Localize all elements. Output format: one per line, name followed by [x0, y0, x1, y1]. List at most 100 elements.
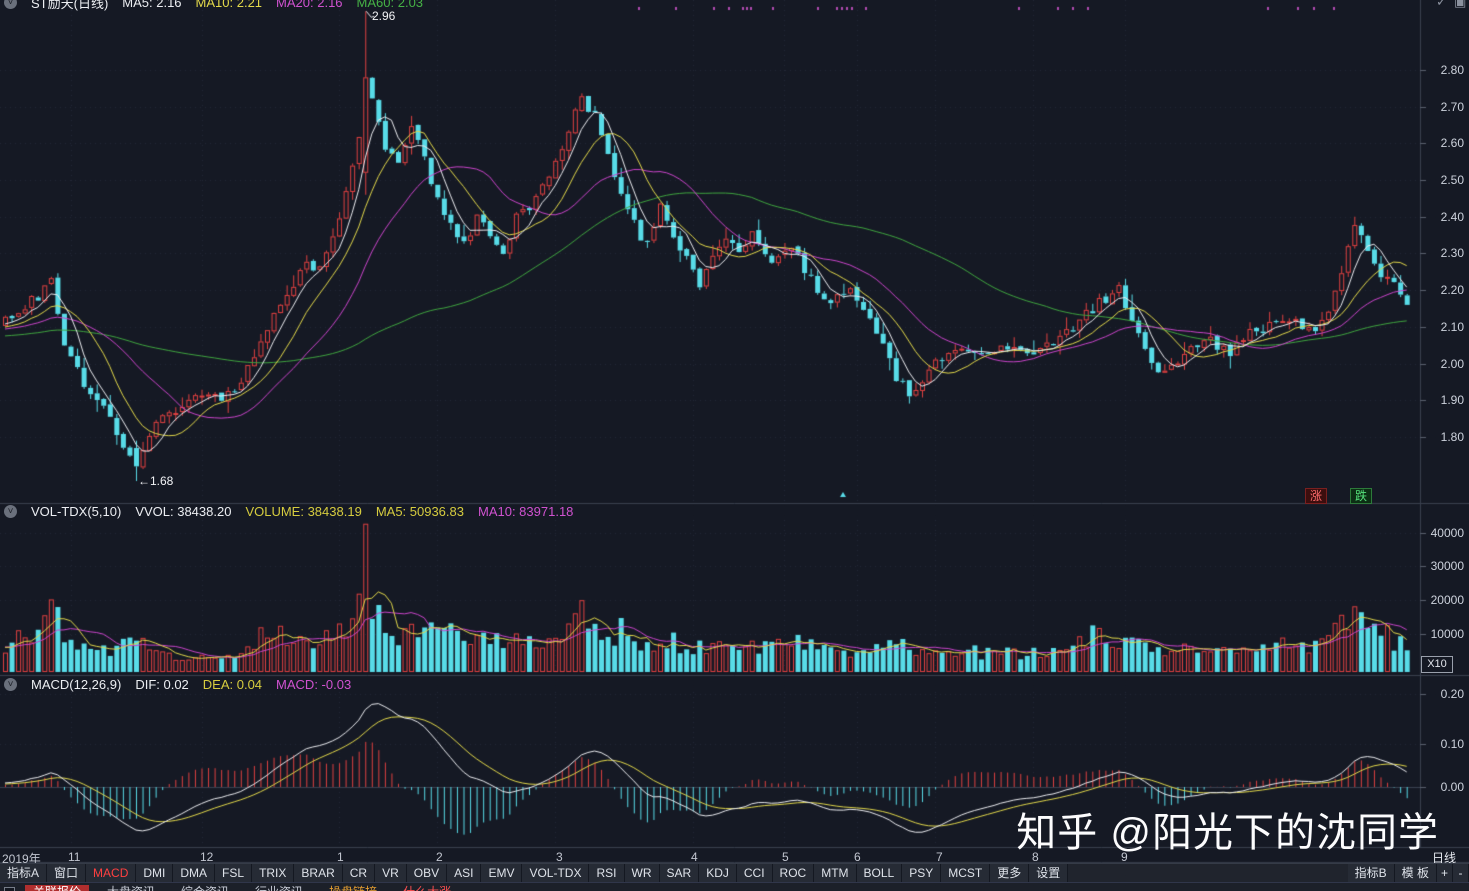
price-axis-tick: 2.10 — [1440, 320, 1464, 334]
macd-header-seg-0: MACD(12,26,9) — [31, 677, 122, 692]
xaxis-label: 6 — [854, 850, 861, 864]
price-axis-tick: 1.90 — [1440, 393, 1464, 407]
watermark-text: 知乎 @阳光下的沈同学 — [1016, 811, 1439, 855]
volume-header-values: VOL-TDX(5,10) VVOL: 38438.20 VOLUME: 38438… — [31, 504, 587, 519]
indicator-button-sar[interactable]: SAR — [659, 864, 700, 883]
price-axis-tick: 2.70 — [1440, 100, 1464, 114]
ma-label-1: MA10: 2.21 — [195, 0, 263, 10]
volume-header-seg-1: VVOL: 38438.20 — [135, 504, 232, 519]
bottom-tab-2[interactable]: 综合资讯 — [173, 885, 237, 891]
indicator-button-psy[interactable]: PSY — [902, 864, 942, 883]
indicator-button-roc[interactable]: ROC — [772, 864, 815, 883]
macd-header-values: MACD(12,26,9) DIF: 0.02 DEA: 0.04 MACD: -0.… — [31, 677, 365, 692]
indicator-button-rsi[interactable]: RSI — [589, 864, 625, 883]
volume-axis-tick: 40000 — [1430, 526, 1464, 540]
toolbar-button-+[interactable]: + — [1437, 864, 1453, 883]
volume-header-seg-3: MA5: 50936.83 — [375, 504, 464, 519]
indicator-button-wr[interactable]: WR — [624, 864, 660, 883]
volume-panel-header: ˅ VOL-TDX(5,10) VVOL: 38438.20 VOLUME: 384… — [4, 504, 587, 519]
xaxis-label: 5 — [782, 850, 789, 864]
macd-panel-header: ˅ MACD(12,26,9) DIF: 0.02 DEA: 0.04 MACD: -… — [4, 677, 365, 692]
indicator-button-emv[interactable]: EMV — [481, 864, 523, 883]
price-axis-tick: 2.50 — [1440, 173, 1464, 187]
xaxis-label: 8 — [1032, 850, 1039, 864]
collapse-macd-icon[interactable]: ˅ — [4, 678, 17, 691]
indicator-button-vr[interactable]: VR — [375, 864, 407, 883]
collapse-panel-icon[interactable]: ˅ — [4, 0, 17, 9]
price-axis-tick: 1.80 — [1440, 430, 1464, 444]
volume-unit-box: X10 — [1421, 656, 1453, 673]
xaxis-label: 3 — [556, 850, 563, 864]
price-axis-tick: 2.00 — [1440, 357, 1464, 371]
titlebar-icon-1[interactable]: ▣ — [1454, 0, 1467, 9]
volume-header-seg-2: VOLUME: 38438.19 — [245, 504, 362, 519]
indicator-button-vol-tdx[interactable]: VOL-TDX — [522, 864, 590, 883]
collapse-volume-icon[interactable]: ˅ — [4, 505, 17, 518]
bottom-checkbox[interactable] — [4, 886, 15, 891]
titlebar-icon-0[interactable]: ✓ — [1436, 0, 1447, 9]
bottom-tab-1[interactable]: 大盘资讯 — [99, 885, 163, 891]
macd-header-seg-1: DIF: 0.02 — [135, 677, 189, 692]
toolbar-right-group: 指标B 模 板 + - — [1347, 864, 1469, 883]
xaxis-label: 2 — [436, 850, 443, 864]
price-axis-tick: 2.60 — [1440, 136, 1464, 150]
indicator-button-trix[interactable]: TRIX — [252, 864, 295, 883]
indicator-button-fsl[interactable]: FSL — [215, 864, 253, 883]
indicator-button-cr[interactable]: CR — [342, 864, 376, 883]
ma-label-2: MA20: 2.16 — [276, 0, 343, 10]
macd-axis-tick: 0.00 — [1440, 780, 1464, 794]
indicator-button-mcst[interactable]: MCST — [941, 864, 991, 883]
volume-axis-tick: 30000 — [1430, 559, 1464, 573]
ma-label-0: MA5: 2.16 — [122, 0, 182, 10]
macd-axis-tick: 0.20 — [1440, 687, 1464, 701]
indicator-button-cci[interactable]: CCI — [736, 864, 773, 883]
xaxis-label: 4 — [691, 850, 698, 864]
macd-header-seg-3: MACD: -0.03 — [276, 677, 352, 692]
bottom-info-bar: 关联报价 大盘资讯 综合资讯 行业资讯 操盘链接 什么大涨 — [0, 882, 1469, 891]
indicator-button-指标a[interactable]: 指标A — [0, 864, 48, 883]
xaxis-label: 12 — [200, 850, 214, 864]
price-annotation-0: 2.96 — [372, 9, 396, 23]
macd-header-seg-2: DEA: 0.04 — [202, 677, 263, 692]
indicator-button-macd[interactable]: MACD — [86, 864, 137, 883]
indicator-button-kdj[interactable]: KDJ — [699, 864, 737, 883]
buy-up-badge[interactable]: 涨 — [1305, 488, 1328, 504]
ma-label-group: MA5: 2.16 MA10: 2.21 MA20: 2.16 MA60: 2.03 — [122, 0, 437, 10]
bottom-tab-0[interactable]: 关联报价 — [25, 884, 90, 891]
xaxis-label: 7 — [936, 850, 943, 864]
price-axis-tick: 2.20 — [1440, 283, 1464, 297]
bottom-tab-5[interactable]: 什么大涨 — [395, 885, 459, 891]
xaxis-label: 1 — [337, 850, 344, 864]
indicator-toolbar: 指标A 窗口 MACD DMI DMA FSL TRIX BRAR CR VR OBV ASI EMV V… — [0, 863, 1469, 883]
indicator-button-obv[interactable]: OBV — [406, 864, 448, 883]
ma-label-3: MA60: 2.03 — [356, 0, 424, 10]
toolbar-button-模 板[interactable]: 模 板 — [1394, 864, 1437, 883]
bottom-tab-4[interactable]: 操盘链接 — [321, 885, 385, 891]
xaxis-label: 11 — [68, 850, 81, 864]
indicator-button-mtm[interactable]: MTM — [814, 864, 857, 883]
indicator-button-设置[interactable]: 设置 — [1029, 864, 1069, 883]
bottom-tab-3[interactable]: 行业资讯 — [247, 885, 311, 891]
volume-axis-tick: 10000 — [1430, 627, 1464, 641]
price-panel-header: ˅ ST励天(日线) MA5: 2.16 MA10: 2.21 MA20: 2.16… — [4, 0, 437, 12]
toolbar-button--[interactable]: - — [1453, 864, 1469, 883]
indicator-button-boll[interactable]: BOLL — [856, 864, 903, 883]
volume-axis-tick: 20000 — [1430, 593, 1464, 607]
indicator-button-asi[interactable]: ASI — [447, 864, 482, 883]
price-axis-tick: 2.80 — [1440, 63, 1464, 77]
buy-down-badge[interactable]: 跌 — [1350, 488, 1373, 504]
xaxis-label: 9 — [1121, 850, 1128, 864]
indicator-button-更多[interactable]: 更多 — [990, 864, 1030, 883]
volume-header-seg-0: VOL-TDX(5,10) — [31, 504, 122, 519]
indicator-button-dmi[interactable]: DMI — [136, 864, 174, 883]
stock-title: ST励天(日线) — [31, 0, 109, 11]
indicator-button-dma[interactable]: DMA — [173, 864, 216, 883]
macd-axis-tick: 0.10 — [1440, 737, 1464, 751]
indicator-button-窗口[interactable]: 窗口 — [47, 864, 87, 883]
indicator-button-brar[interactable]: BRAR — [294, 864, 343, 883]
toolbar-button-指标B[interactable]: 指标B — [1347, 864, 1395, 883]
price-annotation-1: ←1.68 — [138, 474, 174, 488]
period-selector[interactable]: 日线 — [1431, 851, 1456, 865]
